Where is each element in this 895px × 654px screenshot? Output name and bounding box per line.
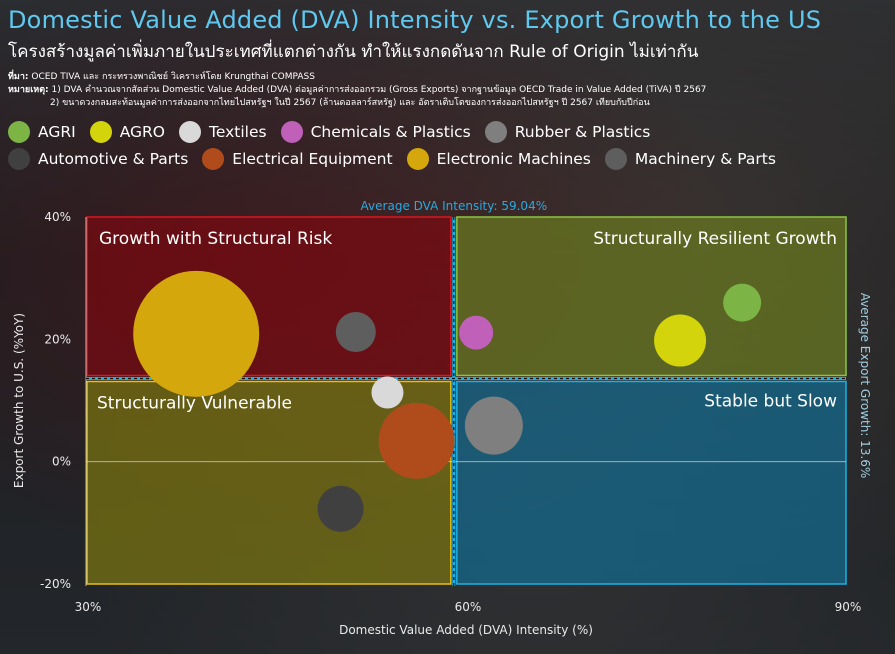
legend: AGRI AGRO Textiles Chemicals & Plastics …	[8, 118, 888, 172]
legend-swatch	[406, 147, 429, 170]
legend-label: AGRO	[119, 122, 165, 141]
bubble-rubber-plastics	[464, 396, 523, 455]
quadrant-label-growth-with-structural-risk: Growth with Structural Risk	[99, 229, 332, 249]
legend-item-agro[interactable]: AGRO	[89, 120, 165, 143]
legend-swatch	[484, 120, 507, 143]
y-tick-label: 0%	[52, 455, 71, 469]
bubble-machinery-parts	[335, 311, 376, 352]
x-tick-label: 30%	[75, 600, 102, 614]
note-1-text: 1) DVA คำนวณจากสัดส่วน Domestic Value Ad…	[48, 85, 707, 95]
label-layer: Growth with Structural Risk Structurally …	[97, 229, 837, 413]
bubble-electrical-equipment	[378, 402, 455, 479]
note-label: หมายเหตุ:	[8, 85, 49, 95]
legend-item-machinery-parts[interactable]: Machinery & Parts	[604, 147, 776, 170]
quadrant-label-structurally-vulnerable: Structurally Vulnerable	[97, 393, 292, 413]
note-line-2: 2) ขนาดวงกลมสะท้อนมูลค่าการส่งออกจากไทยไ…	[50, 98, 650, 108]
legend-swatch	[179, 120, 201, 143]
legend-label: Automotive & Parts	[38, 149, 189, 168]
legend-row-2: Automotive & Parts Electrical Equipment …	[8, 145, 888, 172]
legend-label: Electronic Machines	[436, 149, 591, 168]
source-label: ที่มา:	[8, 72, 29, 82]
legend-item-electrical-equipment[interactable]: Electrical Equipment	[202, 147, 393, 170]
legend-item-rubber-plastics[interactable]: Rubber & Plastics	[484, 120, 651, 143]
legend-item-agri[interactable]: AGRI	[8, 120, 76, 143]
legend-swatch	[8, 147, 30, 170]
legend-item-chemicals-plastics[interactable]: Chemicals & Plastics	[280, 120, 471, 143]
legend-label: Electrical Equipment	[232, 149, 393, 168]
avg-dva-label: Average DVA Intensity: 59.04%	[361, 199, 548, 213]
quadrant-label-structurally-resilient-growth: Structurally Resilient Growth	[593, 229, 837, 249]
x-tick-label: 60%	[455, 600, 482, 614]
legend-label: Machinery & Parts	[634, 149, 776, 168]
legend-label: Chemicals & Plastics	[310, 122, 471, 141]
chart-title: Domestic Value Added (DVA) Intensity vs.…	[8, 6, 822, 34]
quadrant-structurally-resilient-growth	[456, 216, 847, 377]
legend-swatch	[604, 147, 627, 170]
bubble-automotive-parts	[317, 485, 364, 532]
bubble-electronic-machines	[133, 270, 260, 397]
legend-item-electronic-machines[interactable]: Electronic Machines	[406, 147, 591, 170]
y-tick-label: 20%	[44, 332, 71, 346]
y-axis-title: Export Growth to U.S. (%YoY)	[12, 313, 26, 488]
legend-swatch	[202, 147, 225, 170]
legend-item-automotive-parts[interactable]: Automotive & Parts	[8, 147, 189, 170]
bubble-layer	[133, 270, 762, 532]
legend-swatch	[89, 120, 112, 143]
bubble-textiles	[371, 376, 404, 409]
avg-growth-label: Average Export Growth: 13.6%	[858, 293, 872, 479]
legend-swatch	[280, 120, 303, 143]
bubble-chemicals-plastics	[459, 315, 494, 350]
bubble-agri	[723, 283, 762, 322]
source-line: ที่มา: OCED TIVA และ กระทรวงพาณิชย์ วิเค…	[8, 71, 706, 84]
y-tick-label: -20%	[40, 577, 71, 591]
quadrant-stable-but-slow	[456, 380, 847, 585]
quadrant-layer	[86, 216, 847, 585]
source-text: OCED TIVA และ กระทรวงพาณิชย์ วิเคราะห์โด…	[28, 72, 315, 82]
y-tick-label: 40%	[44, 210, 71, 224]
legend-label: Rubber & Plastics	[514, 122, 651, 141]
note-line-1: หมายเหตุ: 1) DVA คำนวณจากสัดส่วน Domesti…	[8, 84, 706, 97]
legend-swatch	[8, 120, 30, 143]
x-axis-title: Domestic Value Added (DVA) Intensity (%)	[339, 623, 593, 637]
legend-label: AGRI	[38, 122, 76, 141]
bubble-agro	[654, 314, 707, 367]
x-tick-label: 90%	[835, 600, 862, 614]
legend-row-1: AGRI AGRO Textiles Chemicals & Plastics …	[8, 118, 888, 145]
source-notes: ที่มา: OCED TIVA และ กระทรวงพาณิชย์ วิเค…	[8, 71, 706, 110]
chart-subtitle: โครงสร้างมูลค่าเพิ่มภายในประเทศที่แตกต่า…	[8, 42, 699, 62]
quadrant-label-stable-but-slow: Stable but Slow	[704, 391, 837, 411]
legend-label: Textiles	[209, 122, 267, 141]
legend-item-textiles[interactable]: Textiles	[179, 120, 267, 143]
